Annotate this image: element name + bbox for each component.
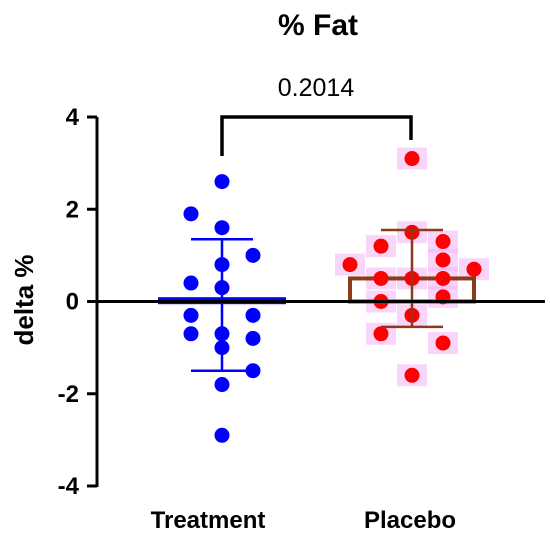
data-point: [245, 307, 261, 323]
data-point: [342, 257, 358, 273]
y-tick-label: 2: [66, 196, 79, 223]
data-point: [373, 270, 389, 286]
data-point: [466, 261, 482, 277]
y-tick-label: 4: [66, 104, 80, 131]
y-tick-label: -2: [58, 381, 79, 408]
data-point: [245, 330, 261, 346]
data-point: [404, 367, 420, 383]
p-value-label: 0.2014: [278, 74, 355, 102]
category-label-treatment: Treatment: [151, 507, 266, 534]
bracket-line: [220, 115, 413, 156]
plot-area: [97, 147, 545, 443]
data-point: [435, 270, 451, 286]
category-label-placebo: Placebo: [364, 507, 456, 534]
data-point: [435, 335, 451, 351]
significance-bracket: [220, 115, 413, 156]
data-point: [214, 427, 230, 443]
y-tick-label: 0: [66, 289, 79, 316]
data-point: [214, 174, 230, 190]
data-point: [183, 206, 199, 222]
data-point: [404, 151, 420, 167]
data-point: [183, 275, 199, 291]
y-axis-label: delta %: [9, 254, 39, 345]
chart-title: % Fat: [278, 9, 358, 42]
data-point: [435, 252, 451, 268]
data-point: [373, 326, 389, 342]
data-point: [373, 238, 389, 254]
data-point: [214, 220, 230, 236]
y-tick-label: -4: [58, 473, 80, 500]
data-point: [183, 307, 199, 323]
data-point: [435, 234, 451, 250]
data-point: [245, 247, 261, 263]
data-point: [183, 326, 199, 342]
y-axis-ticks: -4 -2 0 2 4: [58, 104, 97, 500]
data-point: [214, 377, 230, 393]
